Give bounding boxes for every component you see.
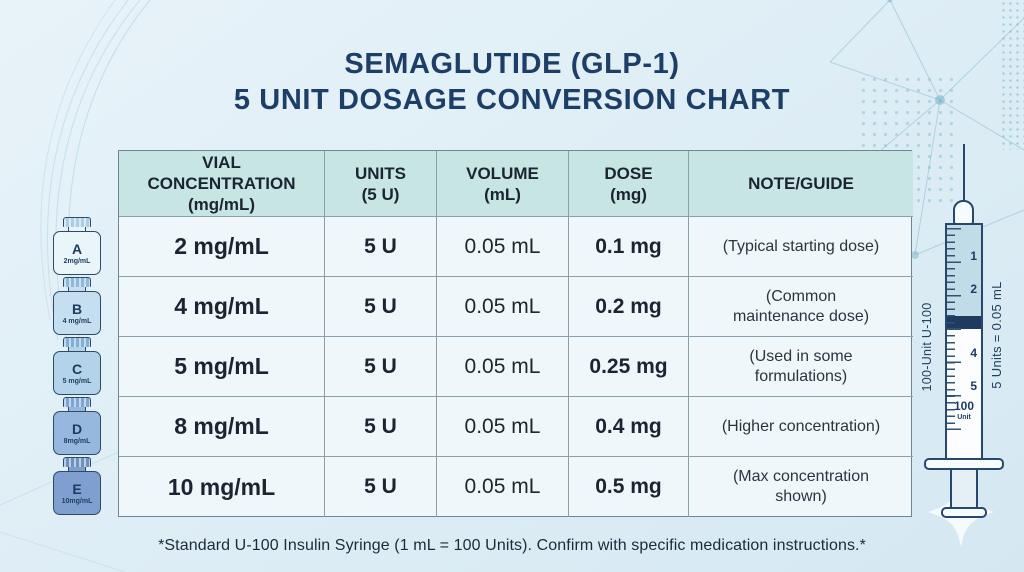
vial-icon-c: C 5 mg/mL [53, 337, 101, 395]
cell-dose: 0.2 mg [569, 277, 689, 337]
cell-volume: 0.05 mL [437, 277, 569, 337]
vial-concentration-label: 5 mg/mL [62, 377, 92, 385]
cell-note: (Higher concentration) [689, 397, 913, 457]
vial-concentration-label: 10mg/mL [61, 497, 93, 505]
syringe-plunger-end [941, 507, 987, 518]
syringe-scale-mark: 4 [970, 346, 977, 360]
vial-cap [63, 217, 91, 227]
vial-body: B 4 mg/mL [53, 291, 101, 335]
vial-body: D 8mg/mL [53, 411, 101, 455]
cell-note: (Common maintenance dose) [689, 277, 913, 337]
vial-cap [63, 277, 91, 287]
vial-body: E 10mg/mL [53, 471, 101, 515]
vial-cap [63, 397, 91, 407]
cell-note: (Typical starting dose) [689, 217, 913, 277]
syringe-100-unit-label-text: Unit [957, 414, 971, 421]
vial-letter: A [71, 240, 83, 257]
vial-concentration-label: 2mg/mL [63, 257, 91, 265]
header-note-guide: NOTE/GUIDE [689, 151, 913, 217]
syringe-plunger-rod [950, 470, 978, 509]
syringe-needle [963, 144, 965, 202]
syringe-flange [924, 458, 1004, 470]
cell-dose: 0.1 mg [569, 217, 689, 277]
vial-letter: E [72, 480, 82, 497]
cell-volume: 0.05 mL [437, 457, 569, 517]
syringe-scale-mark: 1 [970, 249, 977, 263]
syringe-units-equivalence-label: 5 Units = 0.05 mL [989, 281, 1004, 389]
vial-neck [68, 287, 86, 291]
header-dose: DOSE (mg) [569, 151, 689, 217]
vial-body: A 2mg/mL [53, 231, 101, 275]
cell-volume: 0.05 mL [437, 397, 569, 457]
vial-letter: C [71, 360, 83, 377]
syringe-type-label: 100-Unit U-100 [920, 302, 934, 392]
cell-dose: 0.25 mg [569, 337, 689, 397]
syringe-icon: 1 2 4 5 100 Unit 100-Unit U-100 5 Units … [860, 140, 1024, 520]
syringe-scale-ticks-major [947, 228, 961, 431]
vial-cap [63, 457, 91, 467]
syringe-scale-mark: 2 [970, 282, 977, 296]
vial-neck [68, 467, 86, 471]
vial-concentration-label: 8mg/mL [63, 437, 91, 445]
cell-concentration: 10 mg/mL [119, 457, 325, 517]
cell-dose: 0.4 mg [569, 397, 689, 457]
cell-note: (Max concentration shown) [732, 468, 870, 505]
vial-neck [68, 227, 86, 231]
dosage-table: VIAL CONCENTRATION (mg/mL) UNITS (5 U) V… [118, 150, 913, 517]
page-title: SEMAGLUTIDE (GLP-1) 5 UNIT DOSAGE CONVER… [0, 46, 1024, 118]
cell-concentration: 5 mg/mL [119, 337, 325, 397]
title-line-2: 5 UNIT DOSAGE CONVERSION CHART [233, 84, 791, 116]
vial-neck [68, 347, 86, 351]
vial-concentration-label: 4 mg/mL [62, 317, 92, 325]
vial-letter: D [71, 420, 83, 437]
cell-concentration: 4 mg/mL [119, 277, 325, 337]
header-units: UNITS (5 U) [325, 151, 437, 217]
header-volume: VOLUME (mL) [437, 151, 569, 217]
cell-units: 5 U [325, 397, 437, 457]
cell-concentration: 2 mg/mL [119, 217, 325, 277]
cell-units: 5 U [325, 337, 437, 397]
title-line-1: SEMAGLUTIDE (GLP-1) [344, 48, 680, 80]
cell-units: 5 U [325, 277, 437, 337]
vial-icon-a: A 2mg/mL [53, 217, 101, 275]
syringe-100-unit-label: 100 Unit [947, 399, 981, 423]
footnote: *Standard U-100 Insulin Syringe (1 mL = … [158, 537, 866, 554]
cell-units: 5 U [325, 217, 437, 277]
cell-volume: 0.05 mL [437, 337, 569, 397]
syringe-scale-mark: 5 [970, 379, 977, 393]
vial-icon-b: B 4 mg/mL [53, 277, 101, 335]
vial-icon-e: E 10mg/mL [53, 457, 101, 515]
vial-body: C 5 mg/mL [53, 351, 101, 395]
syringe-barrel: 1 2 4 5 100 Unit [945, 223, 983, 460]
cell-note: (Used in some formulations) [689, 337, 913, 397]
cell-concentration: 8 mg/mL [119, 397, 325, 457]
vial-icon-d: D 8mg/mL [53, 397, 101, 455]
cell-dose: 0.5 mg [569, 457, 689, 517]
cell-units: 5 U [325, 457, 437, 517]
vial-neck [68, 407, 86, 411]
syringe-100-unit-label-number: 100 [953, 399, 975, 413]
syringe-needle-hub [953, 200, 974, 225]
vial-cap [63, 337, 91, 347]
header-vial-concentration: VIAL CONCENTRATION (mg/mL) [119, 151, 325, 217]
cell-volume: 0.05 mL [437, 217, 569, 277]
vial-letter: B [71, 300, 83, 317]
